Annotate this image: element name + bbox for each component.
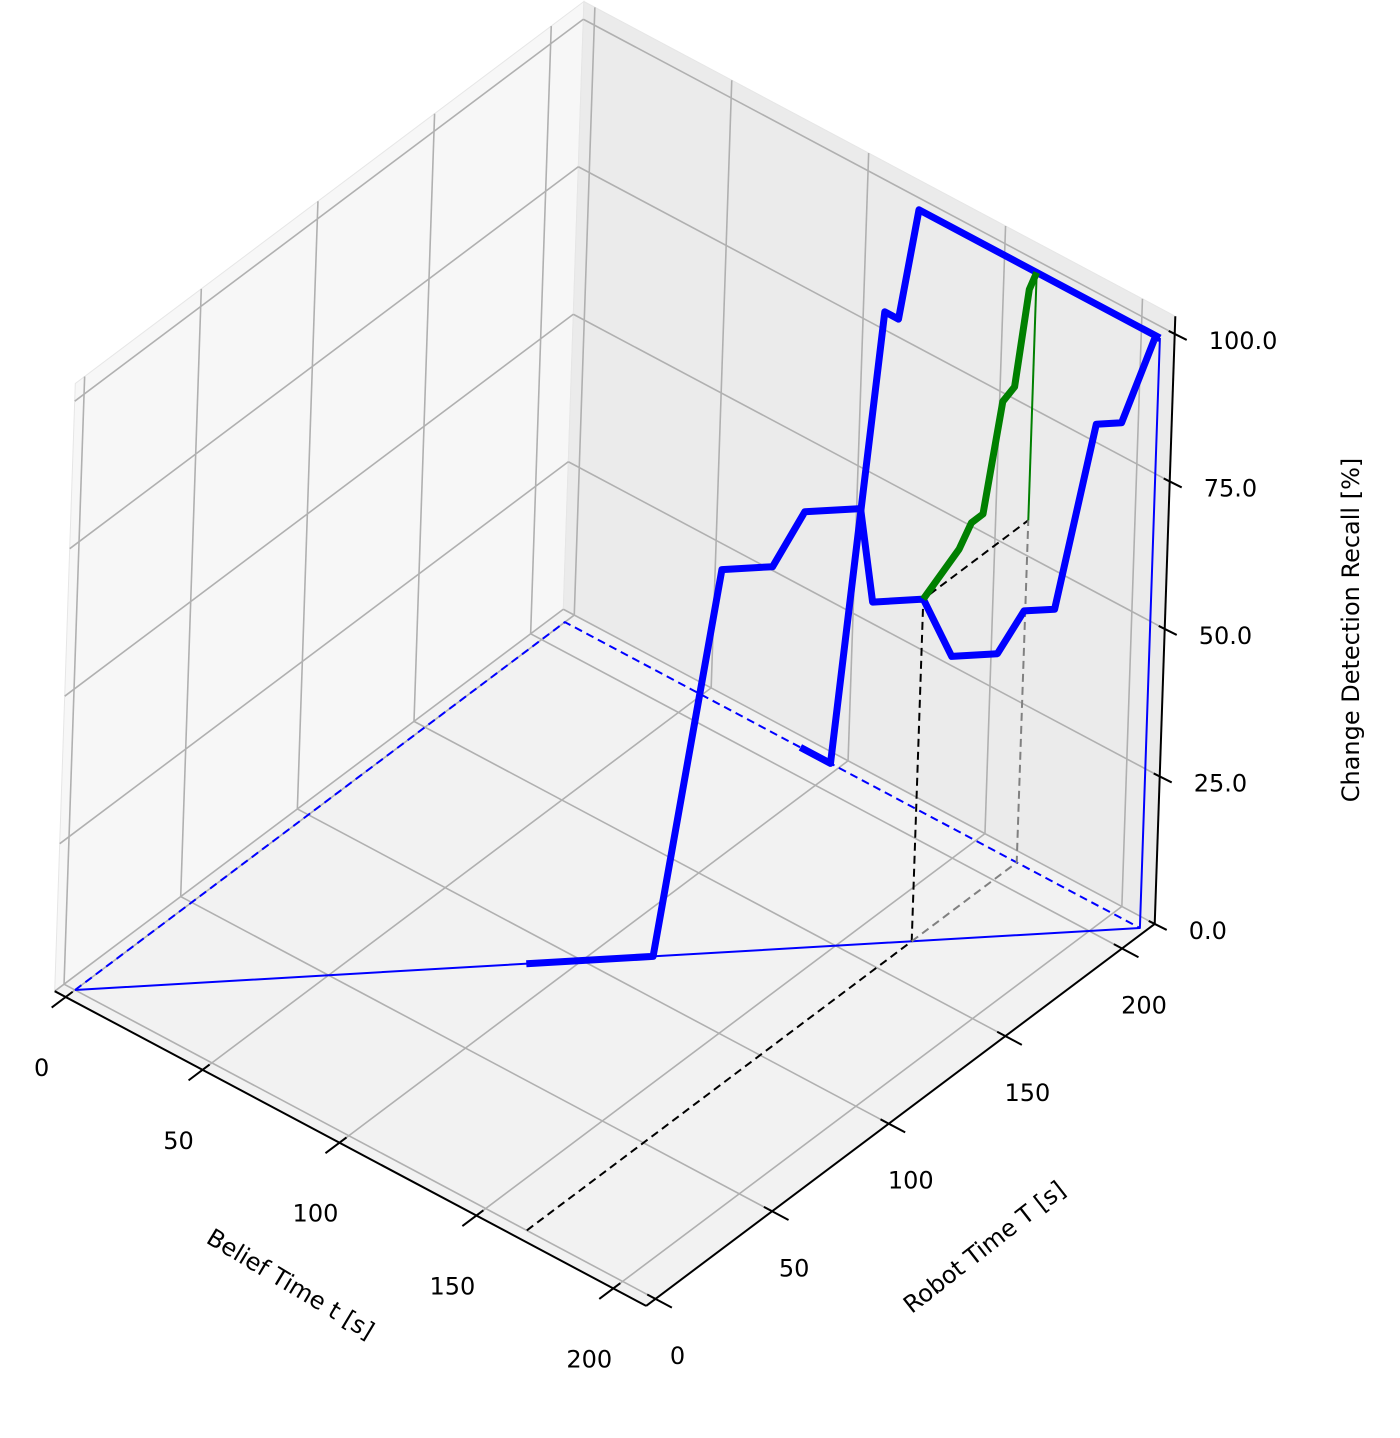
grid-line — [567, 461, 1161, 778]
grid-line — [296, 201, 319, 809]
data-line — [526, 334, 1161, 968]
grid-line — [202, 687, 712, 1071]
y-tick-label: 150 — [1004, 1079, 1050, 1107]
grid-line — [577, 166, 1171, 483]
y-tick — [880, 1118, 906, 1134]
grid-line — [710, 80, 733, 688]
grid-line — [573, 7, 596, 616]
grid-line — [612, 905, 1123, 1290]
y-tick — [646, 1293, 673, 1309]
grid-line — [69, 166, 579, 550]
x-tick — [51, 990, 74, 1009]
x-tick-label: 200 — [566, 1345, 612, 1373]
z-axis-line — [1153, 316, 1177, 924]
y-tick-label: 100 — [888, 1167, 934, 1195]
x-axis-label: Belief Time t [s] — [202, 1223, 379, 1345]
grid-line — [54, 608, 564, 992]
grid-line — [63, 983, 656, 1300]
data-line — [911, 520, 1030, 943]
y-axis-line — [645, 923, 1156, 1307]
grid-line — [296, 808, 890, 1125]
x-tick — [187, 1063, 211, 1082]
grid-line — [1121, 298, 1144, 907]
data-line — [798, 206, 1162, 767]
grid-line — [562, 608, 1156, 925]
z-tick — [1148, 920, 1168, 931]
grid-line — [64, 313, 574, 697]
grid-line — [59, 461, 569, 845]
x-tick-label: 50 — [163, 1127, 194, 1155]
y-tick — [996, 1030, 1023, 1046]
grid-line — [530, 633, 1123, 950]
z-tick-label: 25.0 — [1194, 769, 1247, 797]
x-tick — [324, 1136, 348, 1155]
grid-line — [338, 760, 849, 1144]
z-tick-label: 100.0 — [1209, 327, 1278, 355]
grid-line — [847, 153, 870, 761]
z-tick — [1168, 330, 1188, 341]
data-line — [526, 519, 1029, 1232]
x-tick-label: 100 — [293, 1200, 339, 1228]
grid-line — [529, 26, 553, 634]
z-axis-label: Change Detection Recall [%] — [1337, 458, 1365, 803]
z-tick-label: 0.0 — [1189, 917, 1227, 945]
x-tick — [461, 1209, 484, 1227]
grid-line — [475, 832, 986, 1217]
y-tick-label: 0 — [670, 1342, 685, 1370]
grid-line — [74, 18, 584, 402]
z-tick-label: 50.0 — [1199, 622, 1252, 650]
z-tick — [1163, 477, 1183, 489]
z-tick — [1158, 625, 1178, 636]
x-tick — [598, 1282, 621, 1300]
y-tick-label: 50 — [779, 1254, 810, 1282]
grid-line — [582, 18, 1176, 335]
y-tick-label: 200 — [1121, 991, 1167, 1019]
y-tick — [1113, 943, 1139, 959]
grid-line — [984, 225, 1007, 834]
x-tick-label: 0 — [34, 1054, 49, 1082]
data-line — [74, 621, 1141, 991]
data-line — [920, 271, 1040, 602]
y-tick — [763, 1206, 790, 1221]
x-axis-line — [54, 990, 647, 1307]
x-tick-label: 150 — [429, 1273, 475, 1301]
z-tick — [1153, 772, 1173, 784]
grid-line — [63, 376, 86, 985]
y-axis-label: Robot Time T [s] — [898, 1175, 1071, 1318]
grid-line — [413, 720, 1006, 1037]
grid-line — [413, 113, 436, 722]
grid-line — [179, 288, 203, 897]
z-tick-label: 75.0 — [1204, 474, 1257, 502]
grid-line — [180, 895, 773, 1212]
data-line — [1027, 272, 1038, 521]
